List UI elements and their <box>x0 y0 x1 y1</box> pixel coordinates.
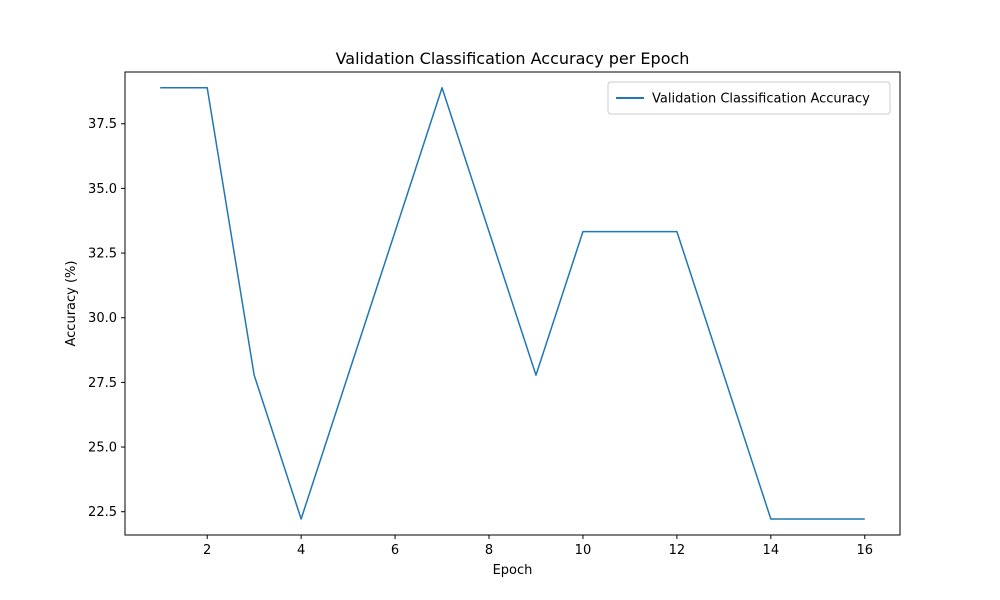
y-tick-label: 37.5 <box>88 117 117 132</box>
x-axis-label: Epoch <box>493 563 533 578</box>
chart-title: Validation Classification Accuracy per E… <box>336 49 690 68</box>
y-tick-label: 35.0 <box>88 182 117 197</box>
x-tick-label: 14 <box>763 543 780 558</box>
x-tick-label: 10 <box>575 543 592 558</box>
series-line <box>160 87 865 520</box>
y-axis: 22.5 25.0 27.5 30.0 32.5 35.0 37.5 <box>88 117 125 520</box>
x-tick-label: 2 <box>203 543 211 558</box>
legend: Validation Classification Accuracy <box>607 81 891 115</box>
legend-series-label: Validation Classification Accuracy <box>652 92 870 107</box>
y-tick-label: 22.5 <box>88 505 117 520</box>
y-tick-label: 32.5 <box>88 247 117 262</box>
x-tick-label: 6 <box>391 543 399 558</box>
series-layer <box>160 87 865 520</box>
x-tick-label: 8 <box>485 543 493 558</box>
axes-frame <box>124 71 901 536</box>
x-tick-label: 12 <box>669 543 686 558</box>
y-tick-label: 27.5 <box>88 376 117 391</box>
x-tick-label: 4 <box>297 543 305 558</box>
y-tick-label: 30.0 <box>88 311 117 326</box>
y-tick-label: 25.0 <box>88 441 117 456</box>
x-tick-label: 16 <box>856 543 873 558</box>
x-axis: 2 4 6 8 10 12 14 16 <box>203 535 873 558</box>
y-axis-label: Accuracy (%) <box>64 261 79 347</box>
legend-box <box>607 81 891 115</box>
